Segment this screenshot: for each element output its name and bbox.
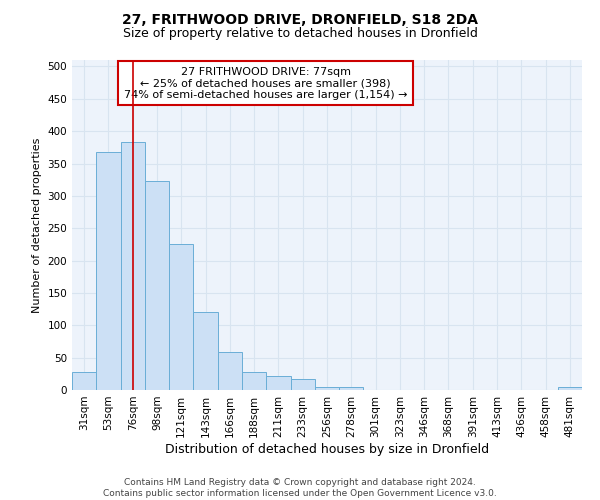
- Bar: [145, 181, 169, 390]
- Text: Contains HM Land Registry data © Crown copyright and database right 2024.
Contai: Contains HM Land Registry data © Crown c…: [103, 478, 497, 498]
- Bar: [558, 387, 582, 390]
- Bar: [218, 352, 242, 390]
- Bar: [266, 376, 290, 390]
- Bar: [121, 142, 145, 390]
- Bar: [315, 387, 339, 390]
- Bar: [193, 312, 218, 390]
- Bar: [242, 372, 266, 390]
- Bar: [339, 387, 364, 390]
- Bar: [290, 379, 315, 390]
- Text: Size of property relative to detached houses in Dronfield: Size of property relative to detached ho…: [122, 28, 478, 40]
- Text: 27 FRITHWOOD DRIVE: 77sqm
← 25% of detached houses are smaller (398)
74% of semi: 27 FRITHWOOD DRIVE: 77sqm ← 25% of detac…: [124, 66, 407, 100]
- Bar: [96, 152, 121, 390]
- Text: 27, FRITHWOOD DRIVE, DRONFIELD, S18 2DA: 27, FRITHWOOD DRIVE, DRONFIELD, S18 2DA: [122, 12, 478, 26]
- Bar: [72, 372, 96, 390]
- Y-axis label: Number of detached properties: Number of detached properties: [32, 138, 42, 312]
- X-axis label: Distribution of detached houses by size in Dronfield: Distribution of detached houses by size …: [165, 442, 489, 456]
- Bar: [169, 244, 193, 390]
